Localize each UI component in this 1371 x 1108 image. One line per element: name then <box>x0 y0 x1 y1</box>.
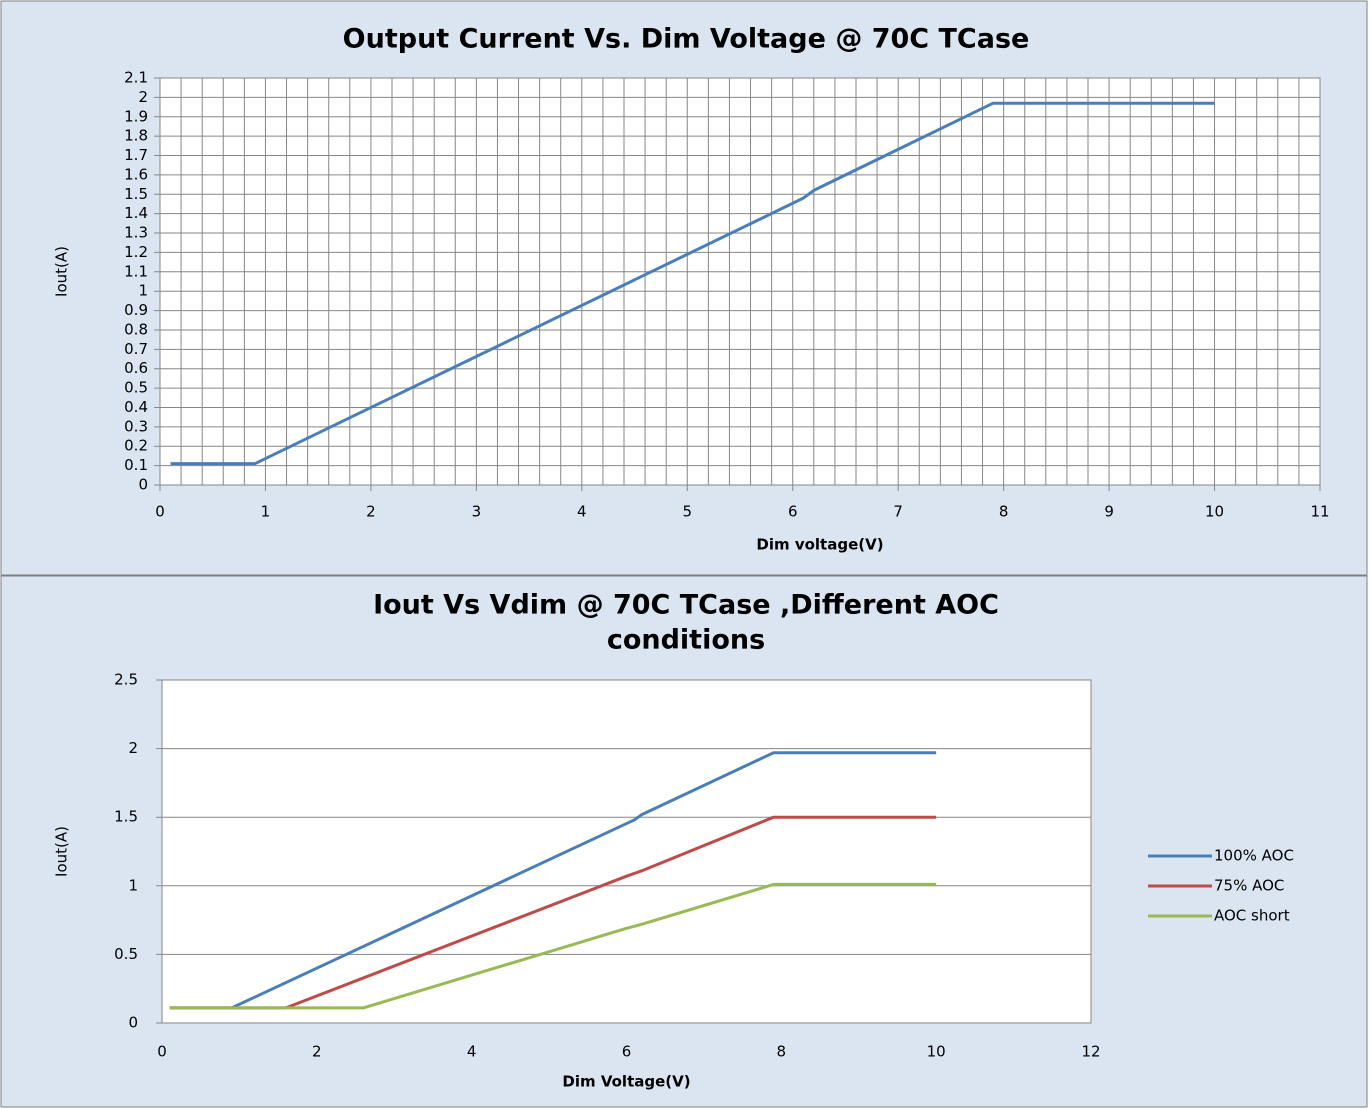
y-tick-label: 2.1 <box>124 69 148 87</box>
x-tick-label: 12 <box>1081 1043 1100 1061</box>
y-tick-label: 0.5 <box>114 945 138 963</box>
x-tick-label: 2 <box>312 1043 322 1061</box>
plot-border <box>161 679 1092 1024</box>
x-tick-label: 0 <box>155 503 165 521</box>
chart-title: conditions <box>607 625 765 656</box>
x-tick-label: 3 <box>472 503 482 521</box>
x-axis-label: Dim voltage(V) <box>756 536 883 554</box>
y-tick-label: 1.2 <box>124 243 148 261</box>
x-tick-label: 11 <box>1310 503 1329 521</box>
plot-area <box>162 680 1091 1023</box>
y-axis-label: Iout(A) <box>53 826 71 877</box>
x-tick-label: 5 <box>682 503 692 521</box>
y-tick-label: 2 <box>138 88 148 106</box>
legend-label: AOC short <box>1214 907 1290 925</box>
y-tick-label: 1.7 <box>124 146 148 164</box>
y-tick-label: 0.4 <box>124 398 148 416</box>
chart-title: Iout Vs Vdim @ 70C TCase ,Different AOC <box>373 590 999 621</box>
x-tick-label: 8 <box>999 503 1009 521</box>
y-tick-label: 2 <box>128 739 138 757</box>
x-tick-label: 1 <box>261 503 271 521</box>
y-tick-label: 0 <box>128 1014 138 1032</box>
y-tick-label: 1 <box>128 876 138 894</box>
y-tick-label: 0 <box>138 476 148 494</box>
x-tick-label: 8 <box>777 1043 787 1061</box>
x-tick-label: 0 <box>157 1043 167 1061</box>
x-tick-label: 10 <box>1205 503 1224 521</box>
y-tick-label: 0.3 <box>124 417 148 435</box>
plot-border <box>159 77 1321 486</box>
series-line <box>170 101 1215 466</box>
x-tick-label: 2 <box>366 503 376 521</box>
x-tick-label: 7 <box>893 503 903 521</box>
y-tick-label: 0.5 <box>124 379 148 397</box>
x-tick-label: 10 <box>927 1043 946 1061</box>
y-tick-label: 1.8 <box>124 127 148 145</box>
y-tick-label: 1.9 <box>124 107 148 125</box>
y-tick-label: 1.5 <box>124 185 148 203</box>
y-tick-label: 1.6 <box>124 165 148 183</box>
x-tick-label: 9 <box>1104 503 1114 521</box>
legend-label: 75% AOC <box>1214 877 1284 895</box>
series-line <box>169 882 937 1010</box>
chart-title: Output Current Vs. Dim Voltage @ 70C TCa… <box>343 24 1030 55</box>
y-tick-label: 1.3 <box>124 224 148 242</box>
x-tick-label: 4 <box>467 1043 477 1061</box>
y-tick-label: 1.4 <box>124 204 148 222</box>
y-tick-label: 1.1 <box>124 262 148 280</box>
x-tick-label: 6 <box>622 1043 632 1061</box>
y-tick-label: 1.5 <box>114 808 138 826</box>
y-axis-label: Iout(A) <box>53 246 71 297</box>
y-tick-label: 0.8 <box>124 320 148 338</box>
y-tick-label: 0.2 <box>124 437 148 455</box>
y-tick-label: 0.7 <box>124 340 148 358</box>
y-tick-label: 0.9 <box>124 301 148 319</box>
y-tick-label: 0.1 <box>124 456 148 474</box>
x-axis-label: Dim Voltage(V) <box>562 1073 690 1091</box>
legend-label: 100% AOC <box>1214 847 1294 865</box>
x-tick-label: 4 <box>577 503 587 521</box>
y-tick-label: 2.5 <box>114 671 138 689</box>
y-tick-label: 0.6 <box>124 359 148 377</box>
x-tick-label: 6 <box>788 503 798 521</box>
y-tick-label: 1 <box>138 282 148 300</box>
